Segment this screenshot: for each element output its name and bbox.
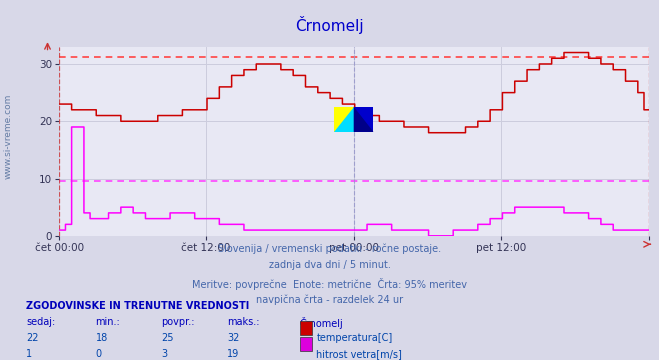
Text: temperatura[C]: temperatura[C] xyxy=(316,333,393,343)
Text: hitrost vetra[m/s]: hitrost vetra[m/s] xyxy=(316,349,402,359)
Text: povpr.:: povpr.: xyxy=(161,317,195,327)
Text: Črnomelj: Črnomelj xyxy=(300,317,343,329)
Text: Črnomelj: Črnomelj xyxy=(295,16,364,34)
Text: 19: 19 xyxy=(227,349,240,359)
Text: navpična črta - razdelek 24 ur: navpična črta - razdelek 24 ur xyxy=(256,295,403,305)
Text: min.:: min.: xyxy=(96,317,121,327)
Text: Slovenija / vremenski podatki - ročne postaje.: Slovenija / vremenski podatki - ročne po… xyxy=(218,243,441,253)
Text: 32: 32 xyxy=(227,333,240,343)
Text: Meritve: povprečne  Enote: metrične  Črta: 95% meritev: Meritve: povprečne Enote: metrične Črta:… xyxy=(192,278,467,289)
Text: www.si-vreme.com: www.si-vreme.com xyxy=(3,94,13,180)
Text: ZGODOVINSKE IN TRENUTNE VREDNOSTI: ZGODOVINSKE IN TRENUTNE VREDNOSTI xyxy=(26,301,250,311)
Text: 22: 22 xyxy=(26,333,39,343)
Text: sedaj:: sedaj: xyxy=(26,317,55,327)
Text: 3: 3 xyxy=(161,349,167,359)
Text: maks.:: maks.: xyxy=(227,317,260,327)
Text: 25: 25 xyxy=(161,333,174,343)
Text: zadnja dva dni / 5 minut.: zadnja dva dni / 5 minut. xyxy=(269,260,390,270)
Text: 18: 18 xyxy=(96,333,108,343)
Text: 0: 0 xyxy=(96,349,101,359)
Text: 1: 1 xyxy=(26,349,32,359)
